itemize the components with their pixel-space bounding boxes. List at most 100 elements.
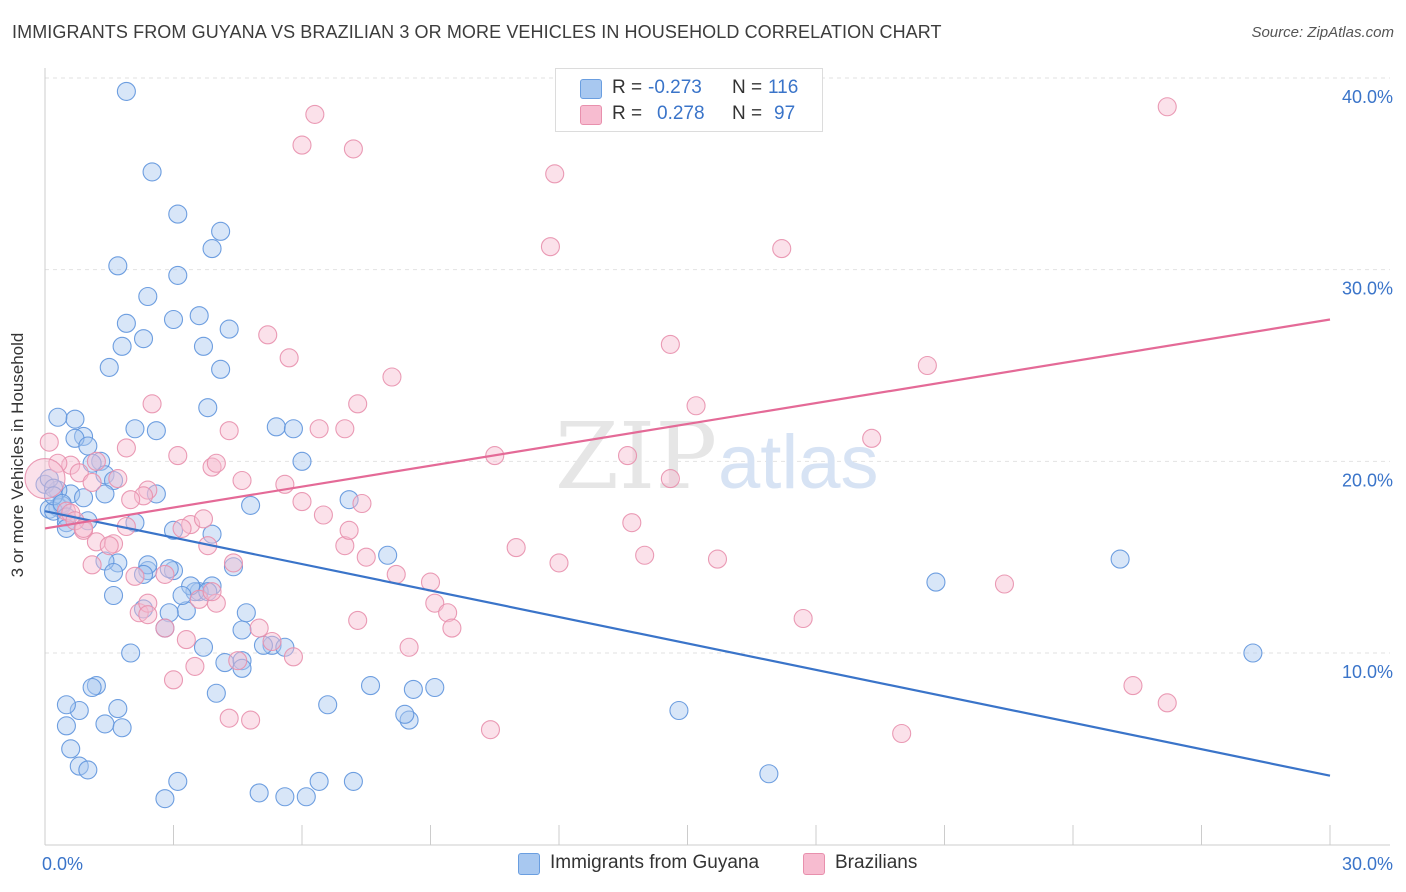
point-brazilian — [24, 458, 66, 500]
point-guyana — [211, 359, 231, 379]
point-guyana — [202, 524, 222, 544]
point-brazilian — [116, 438, 136, 458]
point-brazilian — [219, 421, 239, 441]
bottom-legend-brazilians[interactable]: Brazilians — [803, 852, 943, 876]
point-brazilian — [442, 618, 462, 638]
point-guyana — [82, 677, 102, 698]
point-brazilian — [1123, 676, 1143, 696]
legend-swatch-guyana — [580, 79, 602, 99]
trend-line-guyana — [44, 510, 1331, 777]
y-tick-label: 40.0% — [1342, 87, 1393, 107]
point-brazilian — [219, 708, 239, 728]
point-guyana — [1243, 643, 1263, 663]
point-guyana — [232, 651, 252, 671]
point-brazilian — [635, 545, 655, 565]
point-brazilian — [892, 723, 912, 744]
point-guyana — [99, 357, 119, 377]
point-guyana — [159, 603, 179, 623]
bottom-legend-label-guyana: Immigrants from Guyana — [550, 852, 760, 873]
point-guyana — [318, 695, 338, 715]
legend-r-label: R = — [612, 77, 643, 98]
point-brazilian — [206, 453, 226, 473]
legend-n-value: 116 — [768, 77, 799, 98]
point-guyana — [108, 699, 128, 719]
point-guyana — [133, 329, 154, 349]
point-guyana — [78, 760, 98, 780]
point-brazilian — [772, 239, 792, 259]
point-brazilian — [138, 593, 158, 613]
point-guyana — [103, 585, 124, 606]
point-guyana — [74, 488, 94, 508]
point-brazilian — [262, 631, 282, 652]
y-tick-label: 10.0% — [1342, 662, 1393, 682]
point-brazilian — [292, 492, 312, 512]
point-guyana — [926, 572, 946, 592]
point-guyana — [56, 695, 76, 715]
point-brazilian — [163, 670, 184, 690]
point-brazilian — [39, 432, 59, 452]
point-guyana — [236, 603, 256, 623]
legend-row-brazilians: R = 0.278 N = 97 — [556, 101, 822, 127]
point-guyana — [138, 286, 158, 307]
point-guyana — [56, 716, 76, 736]
point-brazilian — [86, 451, 106, 471]
point-brazilian — [168, 446, 188, 466]
point-brazilian — [506, 538, 526, 558]
point-guyana — [249, 783, 269, 803]
point-brazilian — [142, 394, 162, 414]
point-brazilian — [241, 710, 261, 730]
point-brazilian — [176, 630, 196, 650]
point-brazilian — [193, 509, 214, 529]
point-brazilian — [125, 566, 145, 586]
point-brazilian — [399, 637, 419, 657]
x-tick-label: 30.0% — [1342, 854, 1393, 874]
point-brazilian — [223, 553, 244, 573]
point-guyana — [103, 562, 124, 583]
point-guyana — [116, 313, 136, 333]
point-guyana — [266, 417, 286, 437]
point-guyana — [65, 409, 85, 429]
series-guyana-points — [35, 81, 1263, 809]
point-guyana — [168, 265, 188, 285]
point-brazilian — [133, 486, 154, 506]
point-brazilian — [69, 463, 89, 483]
point-guyana — [116, 81, 136, 101]
point-brazilian — [545, 164, 565, 184]
point-brazilian — [172, 518, 192, 538]
watermark-atlas: atlas — [718, 420, 879, 505]
point-guyana — [61, 739, 81, 759]
point-guyana — [403, 679, 423, 699]
y-tick-label: 20.0% — [1342, 470, 1393, 490]
point-brazilian — [660, 469, 680, 489]
point-guyana — [95, 484, 115, 504]
point-brazilian — [86, 532, 106, 552]
bottom-legend-guyana[interactable]: Immigrants from Guyana — [518, 852, 778, 876]
point-brazilian — [707, 549, 728, 569]
point-guyana — [108, 256, 128, 276]
legend-row-guyana: R = -0.273 N = 116 — [556, 75, 822, 101]
point-brazilian — [382, 367, 402, 387]
point-guyana — [759, 764, 779, 784]
point-guyana — [95, 714, 115, 734]
point-guyana — [176, 601, 196, 621]
bottom-legend-label-brazilians: Brazilians — [835, 852, 918, 873]
legend-r-value: -0.273 — [648, 77, 702, 98]
legend-n-value: 97 — [774, 103, 796, 124]
point-guyana — [669, 700, 689, 721]
point-brazilian — [917, 355, 937, 376]
legend-n-label: N = — [732, 103, 763, 124]
point-guyana — [206, 683, 226, 703]
point-brazilian — [862, 428, 882, 448]
point-guyana — [112, 718, 132, 738]
point-guyana — [125, 419, 145, 439]
legend-r-label: R = — [612, 103, 643, 124]
point-guyana — [202, 239, 222, 259]
point-guyana — [69, 700, 89, 721]
point-guyana — [425, 677, 445, 698]
point-brazilian — [339, 520, 359, 540]
point-brazilian — [108, 469, 128, 489]
point-brazilian — [249, 618, 269, 638]
point-brazilian — [82, 555, 102, 575]
point-brazilian — [549, 553, 569, 573]
